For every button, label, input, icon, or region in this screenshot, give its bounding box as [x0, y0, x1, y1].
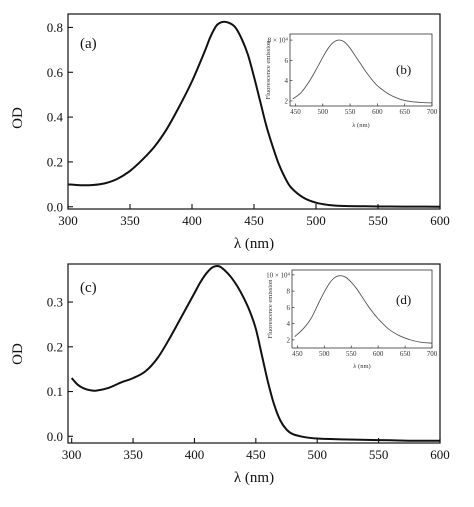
panel-c-y-tick-labels: 0.0 0.1 0.2 0.3	[47, 295, 63, 444]
panel-d-fluorescence-inset: 450 500 550 600 650 700 2 4 6 8 10 × 10⁴ (d) Fluo…	[266, 269, 438, 370]
panel-d-y-tick-label: 4	[287, 320, 291, 328]
panel-c-absorbance-chart: 300 350 400 450 500 550 600 0.0 0.1 0.2 0.3 (c) O…	[10, 263, 450, 486]
panel-c-x-tick-label: 400	[185, 447, 205, 462]
panel-c-x-axis-label: λ (nm)	[234, 470, 274, 486]
panel-a-x-tick-label: 350	[120, 213, 140, 228]
panel-d-ticks	[292, 274, 433, 348]
panel-a-letter: (a)	[80, 36, 97, 52]
panel-d-x-tick-label: 650	[400, 350, 411, 358]
panel-a-y-tick-label: 0.0	[47, 199, 63, 214]
panel-b-ticks	[290, 39, 433, 106]
panel-c-x-tick-label: 300	[62, 447, 82, 462]
panel-a-y-tick-label: 0.8	[47, 20, 63, 35]
panel-c-y-tick-label: 0.3	[47, 295, 63, 310]
panel-a-x-axis-label: λ (nm)	[234, 236, 274, 252]
panel-d-x-tick-labels: 450 500 550 600 650 700	[292, 350, 438, 358]
panel-b-letter: (b)	[396, 62, 411, 77]
panel-d-x-tick-label: 550	[346, 350, 357, 358]
panel-c-absorbance-line	[70, 264, 441, 442]
panel-b-y-axis-label: Fluorescence emission	[265, 40, 272, 100]
panel-b-fluorescence-inset: 450 500 550 600 650 700 2 4 6 8 × 10⁴ (b) Fluore…	[265, 33, 438, 129]
panel-c-y-tick-label: 0.0	[47, 429, 63, 444]
panel-d-y-tick-label: 10 × 10⁴	[266, 271, 290, 279]
panel-c-x-tick-label: 550	[369, 447, 389, 462]
panel-b-x-tick-label: 600	[372, 108, 383, 116]
panel-d-y-tick-label: 2	[287, 336, 291, 344]
panel-d-x-tick-label: 500	[319, 350, 330, 358]
panel-c-y-tick-label: 0.1	[47, 384, 63, 399]
panel-d-y-axis-label: Fluorescence emission	[267, 279, 274, 339]
panel-b-x-tick-label: 500	[318, 108, 329, 116]
panel-b-x-axis-label: λ (nm)	[352, 122, 369, 129]
panel-d-emission-line	[294, 275, 433, 344]
panel-b-y-tick-label: 8 × 10⁴	[268, 37, 289, 45]
panel-b-y-tick-label: 2	[285, 97, 289, 105]
panel-c-x-tick-label: 350	[123, 447, 143, 462]
panel-c-x-tick-label: 450	[246, 447, 266, 462]
panel-a-x-tick-label: 450	[244, 213, 264, 228]
panel-d-inset-frame	[291, 269, 433, 349]
panel-c-x-tick-label: 600	[430, 447, 450, 462]
panel-b-y-tick-labels: 2 4 6 8 × 10⁴	[268, 37, 289, 106]
panel-a-x-tick-label: 600	[430, 213, 450, 228]
panel-c-letter: (c)	[80, 280, 97, 296]
panel-a-absorbance-chart: 300 350 400 450 500 550 600 0.0 0.2 0.4 0.6 0.8 (a…	[10, 13, 450, 252]
panel-b-inset-frame	[289, 33, 433, 107]
panel-c-y-axis-label: OD	[10, 343, 26, 365]
panel-d-y-tick-label: 6	[287, 304, 291, 312]
panel-c-x-tick-label: 500	[307, 447, 327, 462]
panel-c-x-tick-labels: 300 350 400 450 500 550 600	[62, 447, 450, 462]
panel-a-y-tick-label: 0.2	[47, 154, 63, 169]
panel-a-y-tick-labels: 0.0 0.2 0.4 0.6 0.8	[47, 20, 64, 214]
panel-b-x-tick-label: 550	[345, 108, 356, 116]
panel-a-y-tick-label: 0.4	[47, 110, 64, 125]
panel-a-x-tick-label: 550	[368, 213, 388, 228]
panel-b-y-tick-label: 4	[285, 77, 289, 85]
panel-a-x-tick-label: 400	[182, 213, 202, 228]
panel-b-y-tick-label: 6	[285, 57, 289, 65]
panel-d-y-tick-labels: 2 4 6 8 10 × 10⁴	[266, 271, 290, 344]
panel-d-letter: (d)	[396, 292, 411, 307]
panel-d-x-tick-label: 450	[292, 350, 303, 358]
panel-d-x-tick-label: 600	[373, 350, 384, 358]
panel-a-x-tick-label: 300	[58, 213, 78, 228]
panel-d-x-tick-label: 700	[427, 350, 438, 358]
panel-d-y-tick-label: 8	[287, 288, 291, 296]
panel-b-x-tick-label: 700	[427, 108, 438, 116]
panel-a-ticks	[67, 26, 441, 209]
panel-a-y-tick-label: 0.6	[47, 65, 64, 80]
panel-b-x-tick-labels: 450 500 550 600 650 700	[290, 108, 438, 116]
panel-a-y-axis-label: OD	[10, 107, 26, 129]
panel-c-y-tick-label: 0.2	[47, 339, 63, 354]
panel-b-x-tick-label: 650	[399, 108, 410, 116]
panel-a-x-tick-labels: 300 350 400 450 500 550 600	[58, 213, 450, 228]
panel-a-x-tick-label: 500	[306, 213, 326, 228]
panel-b-emission-line	[292, 39, 433, 104]
panel-c-plot-frame	[67, 263, 441, 444]
panel-a-plot-frame	[67, 13, 441, 210]
panel-a-absorbance-line	[67, 20, 441, 208]
panel-b-x-tick-label: 450	[290, 108, 301, 116]
panel-d-x-axis-label: λ (nm)	[353, 363, 370, 370]
